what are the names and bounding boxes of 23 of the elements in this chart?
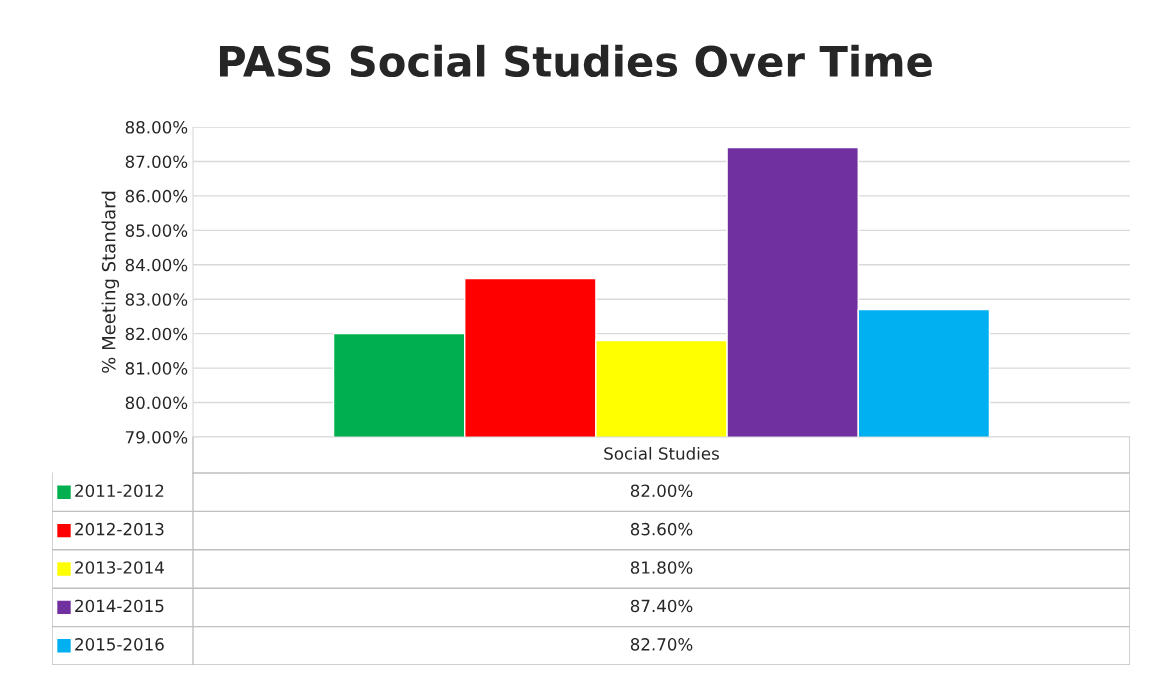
- y-tick-label: 88.00%: [125, 120, 188, 134]
- y-axis-title: % Meeting Standard: [101, 191, 120, 373]
- text: 87.40%: [630, 599, 693, 613]
- legend-label: 2015-2016: [75, 638, 164, 651]
- text: 82.70%: [630, 638, 693, 651]
- text: 83.60%: [630, 522, 693, 536]
- x-tick-label: Social Studies: [604, 446, 719, 460]
- legend-label: 2013-2014: [75, 561, 164, 574]
- legend-label: 2011-2012: [75, 484, 164, 498]
- legend-label: 2014-2015: [75, 599, 164, 613]
- y-tick-label: 80.00%: [125, 396, 188, 410]
- y-tick-label: 82.00%: [125, 327, 188, 341]
- y-tick-label: 85.00%: [125, 224, 188, 237]
- legend-label: 2012-2013: [75, 522, 164, 536]
- text: 82.00%: [630, 484, 693, 498]
- y-tick-label: 86.00%: [125, 189, 188, 203]
- y-tick-label: 81.00%: [125, 362, 188, 375]
- y-tick-label: 83.00%: [125, 293, 188, 306]
- y-tick-label: 87.00%: [125, 155, 188, 169]
- text: 81.80%: [630, 561, 693, 574]
- y-tick-label: 79.00%: [125, 430, 188, 444]
- y-tick-label: 84.00%: [125, 258, 188, 272]
- chart-title: PASS Social Studies Over Time: [219, 44, 932, 78]
